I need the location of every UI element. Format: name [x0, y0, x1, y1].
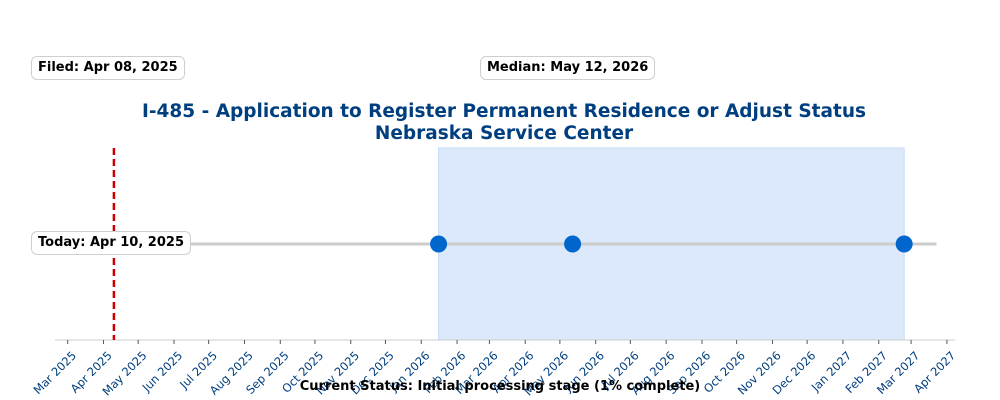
- chart-title: I-485 - Application to Register Permanen…: [141, 101, 867, 122]
- chart-subtitle: Nebraska Service Center: [374, 123, 634, 144]
- timeline-point: [564, 235, 582, 253]
- today-callout: Today: Apr 10, 2025: [31, 231, 191, 255]
- timeline-point: [895, 235, 913, 253]
- filed-callout: Filed: Apr 08, 2025: [31, 56, 185, 80]
- timeline-point: [430, 235, 448, 253]
- status-text: Current Status: Initial processing stage…: [299, 379, 701, 394]
- median-callout: Median: May 12, 2026: [480, 56, 656, 80]
